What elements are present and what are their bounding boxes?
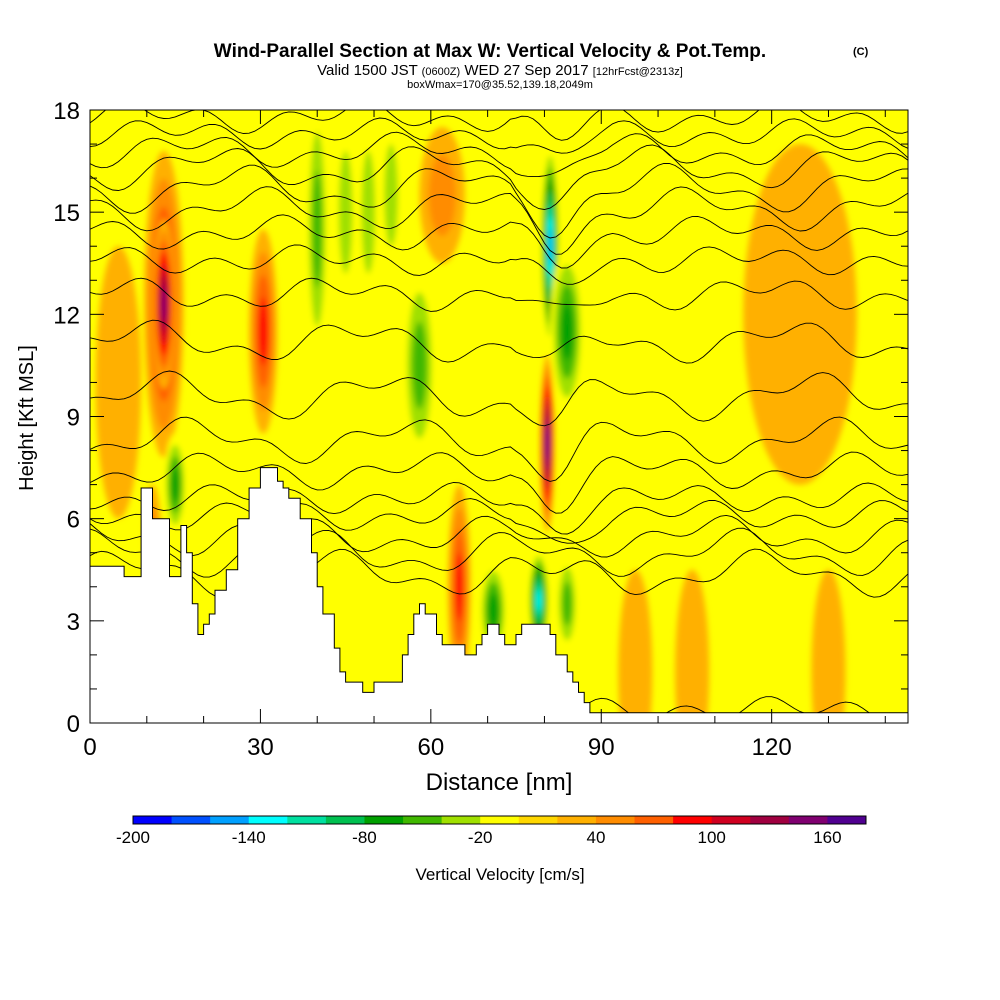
velocity-cell — [171, 467, 179, 502]
velocity-cell — [95, 246, 142, 519]
colorbar-swatch — [210, 816, 250, 824]
subtitle-utc: (0600Z) — [422, 66, 461, 78]
chart-subtitle: Valid 1500 JST (0600Z) WED 27 Sep 2017 [… — [317, 62, 683, 79]
velocity-cell — [562, 581, 573, 626]
subtitle-date: WED 27 Sep 2017 — [464, 62, 588, 79]
colorbar-label: Vertical Velocity [cm/s] — [415, 865, 584, 884]
colorbar-swatch — [518, 816, 558, 824]
subtitle-forecast: [12hrFcst@2313z] — [593, 66, 683, 78]
colorbar-swatch — [403, 816, 443, 824]
velocity-cell — [384, 144, 398, 247]
theta-contour — [90, 498, 908, 544]
colorbar-swatch — [750, 816, 790, 824]
theta-contour — [90, 244, 908, 285]
chart-title: Wind-Parallel Section at Max W: Vertical… — [214, 41, 766, 62]
colorbar-tick-label: -200 — [116, 828, 150, 847]
colorbar-tick-label: 40 — [586, 828, 605, 847]
y-axis-label: Height [Kft MSL] — [16, 345, 38, 491]
colorbar: -200 -140 -80 -20 40 100 160 — [116, 815, 867, 847]
velocity-cell — [258, 297, 268, 366]
y-tick-label: 0 — [67, 711, 80, 738]
colorbar-swatch — [480, 816, 520, 824]
x-tick-label: 30 — [247, 734, 274, 761]
colorbar-swatch — [287, 816, 327, 824]
theta-contour — [90, 162, 908, 239]
theta-contour — [90, 214, 908, 269]
y-tick-label: 18 — [53, 98, 80, 125]
velocity-cell — [455, 552, 464, 621]
colorbar-swatch — [325, 816, 365, 824]
theta-contour — [90, 319, 908, 364]
chart-subtitle-box-wmax: boxWmax=170@35.52,139.18,2049m — [407, 79, 593, 91]
theta-contour — [90, 110, 908, 141]
colorbar-tick-label: -140 — [232, 828, 266, 847]
x-tick-label: 0 — [83, 734, 96, 761]
colorbar-swatch — [711, 816, 751, 824]
colorbar-swatch — [634, 816, 674, 824]
theta-contour — [90, 117, 908, 154]
theta-contour — [90, 277, 908, 312]
theta-contour — [90, 186, 908, 255]
plot-area: 0 3 6 9 12 15 18 0 30 60 90 120 — [53, 98, 909, 761]
theta-contour — [90, 451, 908, 514]
theta-contour — [90, 482, 908, 535]
colorbar-swatch — [171, 816, 211, 824]
colorbar-swatch — [248, 816, 288, 824]
velocity-cell — [618, 569, 653, 723]
velocity-cell — [428, 154, 456, 237]
colorbar-tick-label: -20 — [468, 828, 493, 847]
x-tick-label: 120 — [752, 734, 792, 761]
colorbar-frame — [132, 815, 867, 825]
theta-contour — [90, 131, 908, 178]
colorbar-tick-label: 100 — [697, 828, 725, 847]
velocity-cell — [488, 593, 499, 628]
theta-contour — [90, 370, 908, 427]
terrain-mask — [90, 467, 908, 723]
theta-contour — [90, 144, 908, 210]
colorbar-swatch — [441, 816, 481, 824]
y-tick-label: 15 — [53, 200, 80, 227]
x-axis: 0 30 60 90 120 — [83, 110, 886, 761]
title-copyright-mark: (C) — [853, 46, 869, 58]
velocity-cell — [743, 144, 857, 485]
y-axis: 0 3 6 9 12 15 18 — [53, 98, 908, 738]
velocity-cell — [675, 569, 710, 723]
theta-contour — [90, 527, 908, 578]
velocity-cell — [536, 590, 541, 611]
y-tick-label: 9 — [67, 405, 80, 432]
theta-contour — [90, 514, 908, 558]
velocity-cell — [561, 302, 573, 360]
colorbar-swatch — [673, 816, 713, 824]
velocity-cell — [811, 569, 846, 723]
theta-contour — [90, 416, 908, 482]
x-tick-label: 60 — [417, 734, 444, 761]
velocity-cell — [412, 321, 427, 410]
colorbar-swatch — [364, 816, 404, 824]
y-tick-label: 12 — [53, 302, 80, 329]
velocity-cell — [361, 150, 376, 274]
velocity-cell — [545, 428, 549, 460]
colorbar-tick-label: 160 — [813, 828, 841, 847]
colorbar-swatch — [788, 816, 828, 824]
colorbar-swatch — [557, 816, 597, 824]
colorbar-swatch — [827, 816, 867, 824]
subtitle-valid: Valid 1500 JST — [317, 62, 417, 79]
colorbar-tick-label: -80 — [352, 828, 377, 847]
x-axis-label: Distance [nm] — [426, 769, 573, 796]
colorbar-swatch — [595, 816, 636, 824]
colorbar-swatch — [133, 816, 173, 824]
y-tick-label: 3 — [67, 609, 80, 636]
theta-contours — [90, 110, 908, 723]
velocity-cell — [161, 287, 167, 322]
velocity-field — [95, 110, 857, 723]
velocity-cell — [312, 170, 323, 288]
y-tick-label: 6 — [67, 507, 80, 534]
x-tick-label: 90 — [588, 734, 615, 761]
